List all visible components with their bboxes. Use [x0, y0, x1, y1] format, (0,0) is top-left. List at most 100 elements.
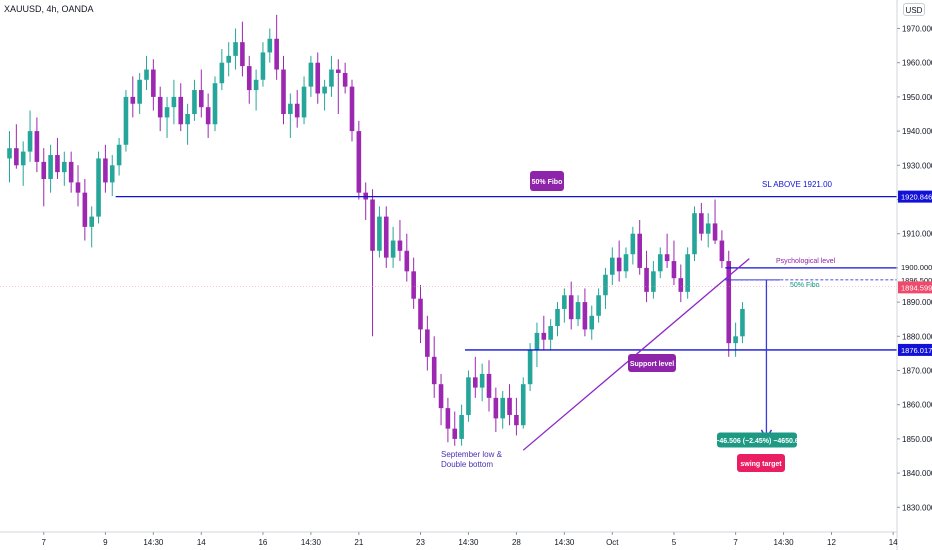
candle-body [699, 213, 704, 234]
time-tick-label: 7 [733, 538, 738, 547]
time-tick-label: 14:30 [774, 538, 795, 547]
candle-body [377, 216, 382, 251]
candle-body [452, 428, 458, 439]
candle-body [7, 148, 12, 159]
time-tick-label: 16 [258, 538, 267, 547]
candle-body [527, 349, 533, 385]
candle-body [425, 329, 430, 357]
candle-body [664, 254, 670, 262]
candle-body [493, 397, 499, 419]
candle-body [336, 69, 341, 73]
candle-body [630, 233, 636, 255]
fibo-50-badge-text: 50% Fibo [532, 179, 563, 186]
candle-body [246, 66, 252, 91]
time-tick-label: 14:30 [143, 538, 164, 547]
candle-body [137, 79, 142, 104]
candle-body [89, 216, 94, 227]
time-tick-label: 21 [354, 538, 363, 547]
candle-body [164, 107, 170, 118]
candle-body [308, 62, 314, 87]
candle-body [55, 155, 60, 173]
candle-body [301, 86, 307, 118]
candle-body [96, 158, 101, 217]
candle-body [520, 384, 526, 426]
psychological-level-text: Psychological level [776, 258, 836, 265]
candle-body [740, 308, 745, 337]
candle-body [431, 356, 437, 385]
candle-body [342, 72, 348, 87]
candles [7, 14, 745, 446]
price-tick-label: 1970.000 [902, 25, 932, 34]
price-tick-label: 1880.000 [902, 332, 932, 341]
time-tick-label: 5 [672, 538, 677, 547]
candle-body [253, 79, 259, 91]
candle-body [240, 42, 245, 67]
drawings: 50% Fibo Support level swing target −46.506… [0, 171, 897, 472]
candle-body [20, 151, 26, 166]
candle-body [466, 377, 471, 415]
candle-body [383, 216, 389, 258]
candle-body [322, 86, 327, 94]
currency-button[interactable]: USD [903, 3, 925, 16]
candle-body [438, 384, 444, 409]
candle-body [404, 250, 410, 272]
candle-body [274, 38, 279, 70]
candle-body [555, 308, 560, 327]
candle-body [315, 62, 321, 94]
price-tick-label: 1960.000 [902, 59, 932, 68]
swing-target-badge-bg [737, 454, 785, 472]
candle-body [397, 240, 403, 251]
symbol-title[interactable]: XAUUSD, 4h, OANDA [4, 4, 94, 14]
candle-body [651, 271, 656, 292]
candle-body [445, 408, 451, 429]
candle-body [657, 254, 663, 272]
candle-body [116, 144, 122, 166]
candle-body [548, 326, 553, 340]
fibo-50-badge: 50% Fibo [530, 171, 564, 191]
candle-body [75, 182, 81, 193]
candle-body [130, 96, 136, 104]
candle-body [390, 240, 396, 258]
candle-body [575, 302, 581, 320]
time-tick-label: 12 [827, 538, 836, 547]
candle-body [82, 192, 88, 227]
candle-body [411, 271, 416, 299]
candle-body [349, 86, 355, 132]
candle-body [562, 295, 567, 309]
candle-body [68, 161, 74, 183]
candle-body [370, 199, 375, 251]
candle-body [479, 373, 485, 388]
axis-label-1876-bg [898, 343, 932, 356]
candle-body [596, 295, 601, 316]
candle-body [473, 377, 478, 388]
candle-body [418, 298, 423, 330]
fibo-50-badge-bg [530, 171, 564, 191]
axis-label-1900-text: 1900.000 [901, 263, 932, 272]
candle-body [185, 114, 190, 125]
time-tick-label: 14 [889, 538, 898, 547]
measure-label: −46.506 (−2.45%) −4650.6 [715, 432, 799, 448]
september-low-text-line2: Double bottom [441, 460, 493, 469]
candle-body [199, 90, 204, 108]
support-level-badge: Support level [628, 354, 676, 372]
candle-body [726, 261, 732, 344]
sl-text: SL ABOVE 1921.00 [762, 180, 833, 189]
price-tick-label: 1950.000 [902, 93, 932, 102]
axis-label-current-text: 1894.599 [901, 283, 932, 292]
candle-body [644, 267, 649, 292]
candle-body [610, 257, 615, 275]
candle-body [568, 295, 574, 320]
candle-body [534, 332, 540, 350]
candle-body [692, 213, 697, 255]
candle-body [459, 414, 464, 439]
time-tick-label: Oct [606, 538, 619, 547]
price-tick-label: 1830.000 [902, 503, 932, 512]
candle-body [260, 52, 266, 80]
candle-body [603, 274, 608, 296]
candle-body [103, 158, 108, 183]
candle-body [14, 148, 19, 166]
measure-label-text: −46.506 (−2.45%) −4650.6 [715, 438, 799, 445]
candle-body [62, 161, 67, 173]
